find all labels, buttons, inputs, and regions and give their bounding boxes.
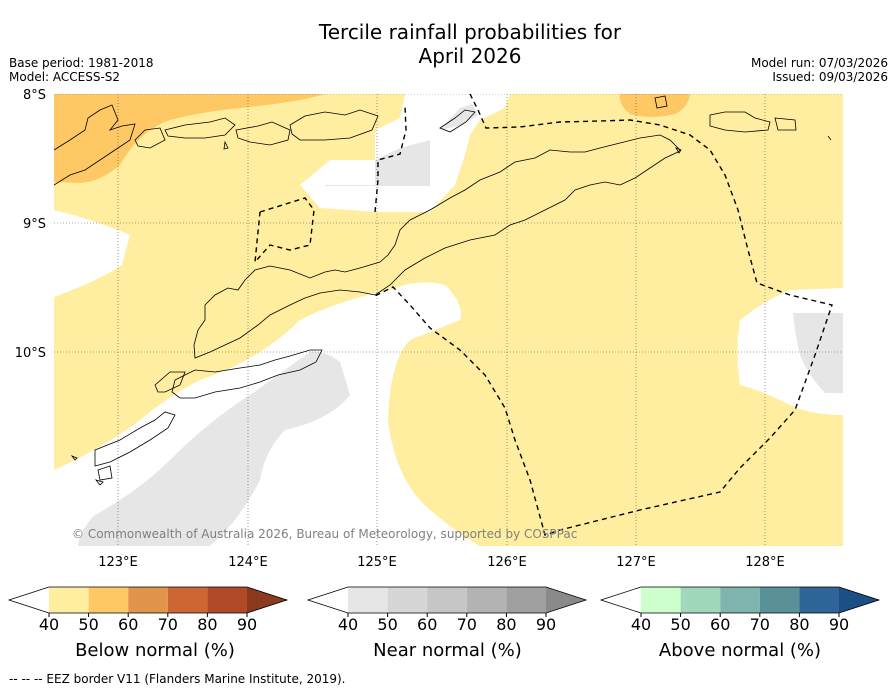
near-normal-region-south (78, 351, 350, 546)
copyright-text: © Commonwealth of Australia 2026, Bureau… (72, 527, 577, 541)
near-normal-region-east (793, 313, 843, 393)
lon-label-125e: 125°E (357, 555, 397, 570)
colorbar-segment (759, 587, 800, 613)
colorbar-tick-label: 80 (789, 615, 809, 634)
colorbar-segment (506, 587, 546, 613)
lat-label-8s: 8°S (23, 88, 46, 103)
colorbar-segment (348, 587, 388, 613)
colorbar-tick-label: 70 (750, 615, 770, 634)
colorbar-segment (167, 587, 208, 613)
colorbar-low-extension (601, 587, 641, 613)
lon-label-123e: 123°E (98, 555, 138, 570)
colorbar-tick-label: 80 (197, 615, 217, 634)
coastlines (54, 95, 832, 486)
colorbar-tick-label: 40 (631, 615, 651, 634)
model-run-date: Model run: 07/03/2026 (750, 56, 888, 70)
title-line-2: April 2026 (418, 44, 522, 68)
below-normal-50-region (54, 94, 325, 183)
colorbar-tick-label: 50 (377, 615, 397, 634)
issued-date: Issued: 09/03/2026 (772, 70, 888, 84)
lon-label-126e: 126°E (487, 555, 527, 570)
left-metadata: Base period: 1981-2018 Model: ACCESS-S2 (9, 56, 154, 84)
no-dominant-region (54, 210, 130, 297)
colorbar-segment (466, 587, 507, 613)
map-canvas: © Commonwealth of Australia 2026, Bureau… (54, 94, 843, 546)
colorbars: 40 50 60 70 80 90 40 50 60 70 80 90 40 50 60 70 80 90 (7, 586, 881, 634)
colorbar-tick-label: 50 (78, 615, 98, 634)
colorbar-high-extension (546, 587, 586, 613)
colorbar-3: 40 50 60 70 80 90 (599, 586, 881, 634)
colorbar-tick-label: 40 (39, 615, 59, 634)
colorbar-tick-label: 60 (710, 615, 730, 634)
colorbar-segment (680, 587, 721, 613)
colorbar-segment (427, 587, 467, 613)
lat-label-9s: 9°S (23, 217, 46, 232)
colorbar-segment (128, 587, 168, 613)
lon-label-124e: 124°E (228, 555, 268, 570)
colorbar-segment (799, 587, 839, 613)
colorbar-high-extension (839, 587, 879, 613)
colorbar-high-extension (247, 587, 287, 613)
colorbar-segment (207, 587, 247, 613)
below-normal-50-region-east (619, 94, 690, 117)
colorbar-tick-label: 80 (496, 615, 516, 634)
colorbar-tick-label: 60 (118, 615, 138, 634)
model-name: Model: ACCESS-S2 (9, 70, 121, 84)
near-normal-title: Near normal (%) (373, 640, 522, 661)
colorbar-segment (387, 587, 428, 613)
colorbar-tick-label: 50 (670, 615, 690, 634)
lon-label-128e: 128°E (745, 555, 785, 570)
colorbar-segment (641, 587, 681, 613)
lat-label-10s: 10°S (15, 346, 46, 361)
axis-labels: 8°S 9°S 10°S 123°E 124°E 125°E 126°E 127… (15, 88, 785, 570)
colorbar-low-extension (9, 587, 49, 613)
colorbar-tick-label: 90 (237, 615, 257, 634)
colorbar-tick-label: 70 (457, 615, 477, 634)
above-normal-title: Above normal (%) (658, 640, 822, 661)
colorbar-segment (49, 587, 89, 613)
eez-footnote: -- -- -- EEZ border V11 (Flanders Marine… (9, 672, 346, 686)
lon-label-127e: 127°E (616, 555, 656, 570)
eez-border (254, 94, 833, 536)
below-normal-title: Below normal (%) (75, 640, 235, 661)
map-title: Tercile rainfall probabilities for April… (270, 20, 670, 68)
colorbar-tick-label: 90 (536, 615, 556, 634)
title-line-1: Tercile rainfall probabilities for (318, 20, 622, 44)
base-period: Base period: 1981-2018 (9, 56, 154, 70)
colorbar-segment (720, 587, 760, 613)
right-metadata: Model run: 07/03/2026 Issued: 09/03/2026 (751, 56, 888, 84)
colorbar-tick-label: 70 (158, 615, 178, 634)
colorbar-segment (88, 587, 129, 613)
colorbar-low-extension (308, 587, 348, 613)
graticule (54, 94, 843, 546)
colorbar-1: 40 50 60 70 80 90 (7, 586, 289, 634)
colorbar-2: 40 50 60 70 80 90 (306, 586, 588, 634)
colorbar-tick-label: 90 (829, 615, 849, 634)
colorbar-tick-label: 60 (417, 615, 437, 634)
colorbar-tick-label: 40 (338, 615, 358, 634)
